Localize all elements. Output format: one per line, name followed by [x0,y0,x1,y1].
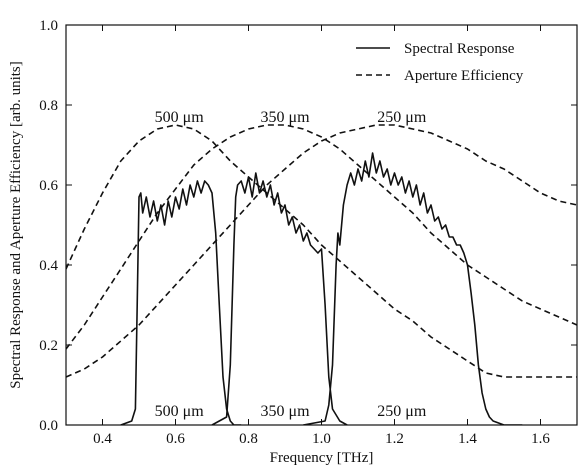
x-tick-label: 0.6 [166,431,185,447]
x-tick-label: 0.8 [239,431,258,447]
legend-label-1: Spectral Response [404,41,515,57]
y-tick-label: 0.4 [39,258,58,274]
y-axis-label: Spectral Response and Aperture Efficienc… [8,61,24,389]
aperture-efficiency-line-5 [66,125,577,349]
x-axis-label: Frequency [THz] [270,450,374,466]
y-tick-label: 0.2 [39,338,58,354]
band-label: 250 μm [377,109,427,126]
spectral-response-line-2 [212,173,347,425]
band-label: 350 μm [260,403,310,420]
x-tick-label: 1.0 [312,431,331,447]
legend: Spectral Response Aperture Efficiency [356,41,524,84]
band-label: 350 μm [260,109,310,126]
band-label: 500 μm [155,403,205,420]
legend-label-2: Aperture Efficiency [404,68,524,84]
spectral-response-line-1 [121,181,241,425]
x-tick-label: 1.2 [385,431,404,447]
plot-frame [66,25,577,425]
annotations-layer: 500 μm 350 μm 250 μm 500 μm 350 μm 250 μm [155,109,427,420]
y-tick-label: 0.0 [39,418,58,434]
series-layer [66,125,577,425]
spectral-response-line-3 [303,153,522,425]
x-tick-label: 1.6 [531,431,550,447]
x-tick-label: 1.4 [458,431,477,447]
y-tick-label: 1.0 [39,18,58,34]
band-label: 500 μm [155,109,205,126]
y-tick-label: 0.6 [39,178,58,194]
y-tick-label: 0.8 [39,98,58,114]
band-label: 250 μm [377,403,427,420]
x-tick-label: 0.4 [93,431,112,447]
